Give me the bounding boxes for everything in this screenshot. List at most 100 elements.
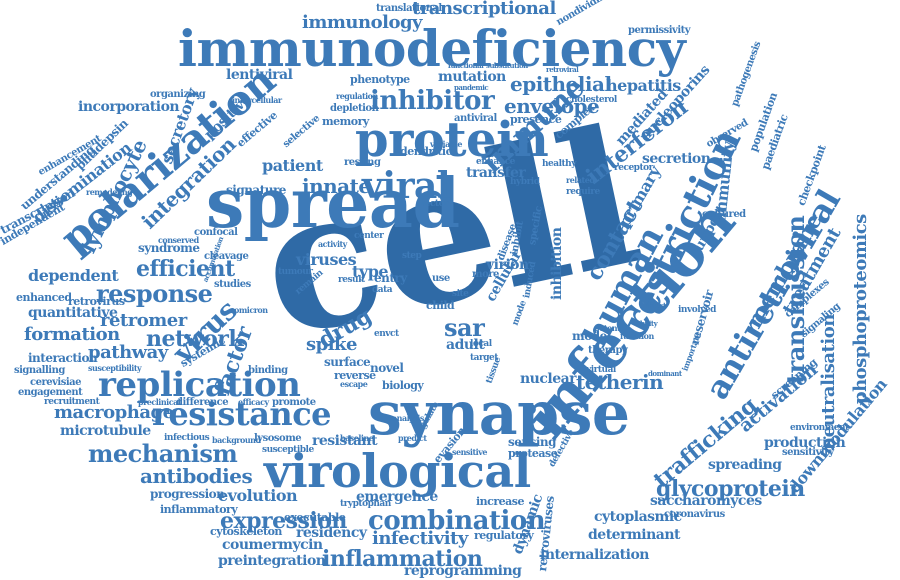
word-analysis: analysis (392, 413, 424, 423)
word-microtubule: microtubule (60, 423, 151, 439)
word-inflammatory: inflammatory (160, 503, 238, 516)
word-coronavirus: coronavirus (664, 509, 725, 520)
word-saccharomyces: saccharomyces (650, 493, 762, 509)
word-executable: executable (284, 511, 346, 524)
word-protein: protein (355, 112, 549, 168)
word-secretion: secretion (642, 151, 711, 167)
word-innate: innate (302, 174, 371, 198)
word-infectivity: infectivity (372, 528, 468, 549)
word-child: child (426, 299, 455, 312)
word-target: target (470, 353, 498, 363)
word-data: data (372, 285, 393, 295)
word-retroviral: retroviral (546, 65, 579, 74)
word-activity: activity (318, 239, 347, 249)
word-conserved: conserved (158, 235, 199, 245)
word-production: production (764, 435, 846, 451)
word-ability: ability (636, 319, 658, 328)
word-reverse: reverse (334, 369, 376, 382)
word-model: model (572, 329, 611, 343)
word-receptor: receptor (614, 163, 653, 173)
word-inflammation: inflammation (322, 546, 483, 572)
word-spreading: spreading (708, 457, 782, 473)
word-viruses: viruses (296, 250, 357, 269)
word-predict: predict (398, 433, 427, 443)
word-healthy: healthy (542, 159, 576, 169)
word-baseline: baseline (340, 433, 374, 443)
word-cultured: cultured (702, 209, 746, 220)
word-escape: escape (340, 379, 368, 389)
word-remodeling: remodeling (86, 187, 133, 197)
word-susceptible: susceptible (262, 445, 314, 455)
word-functional: functional (448, 61, 484, 70)
word-synapse: synapse (368, 379, 630, 449)
word-mechanism: mechanism (88, 439, 238, 468)
word-promote: promote (272, 397, 316, 408)
word-progression: progression (150, 487, 225, 501)
word-substitution: substitution (486, 61, 528, 70)
word-envelope: envelope (504, 94, 600, 118)
word-lentiviral: lentiviral (226, 67, 293, 83)
word-infectious: infectious (164, 433, 210, 443)
word-transcriptional: transcriptional (412, 0, 556, 19)
word-confocal: confocal (194, 227, 238, 238)
word-glycoprotein: glycoprotein (656, 476, 805, 502)
word-viral: viral (362, 165, 451, 207)
word-step: step (402, 251, 422, 261)
word-hybrid: hybrid (510, 177, 540, 187)
word-residency: residency (296, 525, 367, 541)
word-dominant: dominant (648, 369, 682, 378)
word-important: important (679, 330, 703, 373)
word-pathway: pathway (88, 342, 168, 363)
word-spike: spike (306, 334, 357, 355)
word-signature: signature (226, 183, 286, 197)
word-incorporation: incorporation (78, 99, 180, 115)
word-envct: envct (374, 329, 399, 339)
word-network: network (146, 326, 244, 352)
word-adult: adult (446, 337, 485, 353)
word-studies: studies (214, 279, 251, 290)
word-resistant: resistant (312, 433, 378, 449)
word-result: result (338, 275, 365, 285)
word-difference: difference (176, 397, 229, 408)
word-type: type (352, 262, 389, 281)
word-binding: binding (248, 365, 288, 376)
word-cleavage: cleavage (204, 251, 249, 262)
word-mutation: mutation (438, 69, 506, 85)
word-entry: entry (374, 271, 407, 285)
word-intercellular: intercellular (232, 95, 282, 105)
word-translational: translational (376, 3, 442, 14)
word-syndrome: syndrome (138, 241, 200, 255)
word-center: center (354, 231, 384, 241)
word-enhance: enhance (476, 157, 515, 167)
word-transfer: transfer (466, 165, 526, 181)
word-function: function (620, 331, 654, 341)
word-immunodeficiency: immunodeficiency (178, 19, 686, 78)
word-reprogramming: reprogramming (404, 563, 522, 579)
word-engagement: engagement (18, 387, 83, 398)
word-sensing: sensing (508, 435, 557, 449)
word-require: require (566, 187, 600, 197)
word-resting: resting (344, 157, 381, 168)
word-recruitment: recruitment (44, 397, 100, 407)
word-related: related (566, 175, 595, 185)
word-tryptophan: tryptophan (340, 499, 391, 509)
word-cerevisiae: cerevisiae (30, 377, 81, 388)
word-retrovirus: retrovirus (68, 295, 125, 308)
word-involved: involved (678, 305, 716, 315)
word-pandemic: pandemic (454, 83, 489, 92)
word-presence: presence (510, 113, 562, 126)
word-virological: virological (264, 444, 531, 498)
word-organizing: organizing (150, 89, 206, 100)
word-phosphoproteomics: phosphoproteomics (850, 214, 871, 404)
word-quantitative: quantitative (28, 305, 118, 321)
word-omicron: omicron (234, 305, 268, 315)
word-sar: sar (444, 313, 485, 342)
word-emergence: emergence (356, 489, 438, 505)
word-potent: potent (594, 323, 621, 333)
word-selective: selective (280, 113, 322, 150)
word-sensitivity: sensitivity (782, 447, 834, 458)
word-increase: increase (476, 495, 525, 508)
word-antiviral: antiviral (454, 113, 497, 124)
word-inhibition: inhibition (549, 227, 565, 300)
